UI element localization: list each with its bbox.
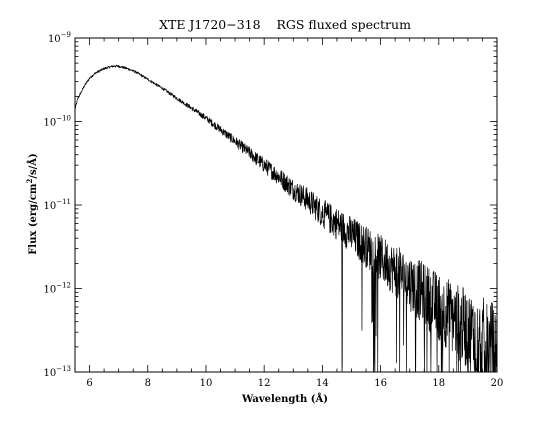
y-tick-label: 10−10 — [43, 115, 71, 129]
x-tick-label: 6 — [86, 378, 92, 389]
x-axis-label: Wavelength (Å) — [241, 393, 328, 405]
x-tick-label: 20 — [491, 378, 504, 389]
x-tick-label: 8 — [145, 378, 151, 389]
y-tick-label: 10−12 — [43, 282, 71, 296]
x-tick-label: 10 — [200, 378, 213, 389]
y-tick-label: 10−11 — [43, 198, 71, 212]
x-tick-label: 14 — [316, 378, 329, 389]
x-tick-label: 16 — [374, 378, 387, 389]
y-axis-label: Flux (erg/cm2/s/Å) — [25, 153, 39, 255]
x-tick-label: 18 — [432, 378, 445, 389]
y-tick-label: 10−13 — [43, 365, 71, 379]
plot-frame — [74, 37, 498, 373]
x-tick-label: 12 — [258, 378, 271, 389]
chart-title: XTE J1720−318 RGS fluxed spectrum — [159, 17, 411, 32]
plot-area: 6 8 10 12 14 16 18 20 10−9 10−10 10−11 10−12 10−13 — [43, 31, 503, 389]
y-tick-label: 10−9 — [48, 31, 71, 45]
spectrum-series-line — [74, 64, 498, 373]
